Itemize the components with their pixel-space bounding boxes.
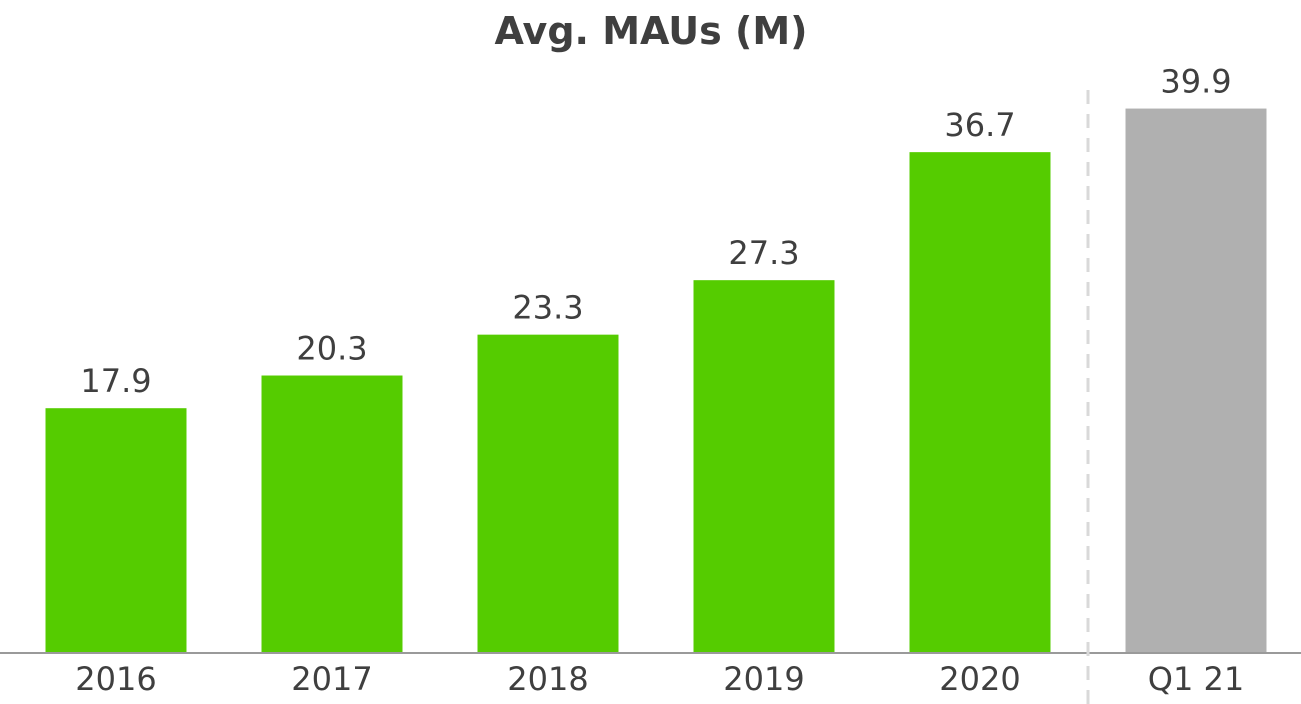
value-label-2016: 17.9 xyxy=(80,362,151,400)
bar-2020 xyxy=(909,152,1051,652)
bar-q1-21 xyxy=(1125,108,1267,652)
bar-2016 xyxy=(45,408,187,652)
x-tick-labels-layer: 2016 2017 2018 2019 2020 Q1 21 xyxy=(75,660,1244,698)
chart-title: Avg. MAUs (M) xyxy=(495,9,808,53)
value-label-2018: 23.3 xyxy=(512,289,583,327)
value-labels-layer: 17.9 20.3 23.3 27.3 36.7 39.9 xyxy=(80,63,1231,401)
bar-2019 xyxy=(693,280,835,652)
bar-2017 xyxy=(261,375,403,652)
bars-layer xyxy=(45,108,1267,652)
x-tick-label-2016: 2016 xyxy=(75,660,156,698)
x-tick-label-2017: 2017 xyxy=(291,660,372,698)
value-label-2019: 27.3 xyxy=(728,234,799,272)
x-tick-label-2018: 2018 xyxy=(507,660,588,698)
value-label-2017: 20.3 xyxy=(296,330,367,368)
value-label-q1-21: 39.9 xyxy=(1160,63,1231,101)
x-tick-label-2019: 2019 xyxy=(723,660,804,698)
x-tick-label-q1-21: Q1 21 xyxy=(1148,660,1244,698)
value-label-2020: 36.7 xyxy=(944,106,1015,144)
bar-2018 xyxy=(477,334,619,652)
x-tick-label-2020: 2020 xyxy=(939,660,1020,698)
